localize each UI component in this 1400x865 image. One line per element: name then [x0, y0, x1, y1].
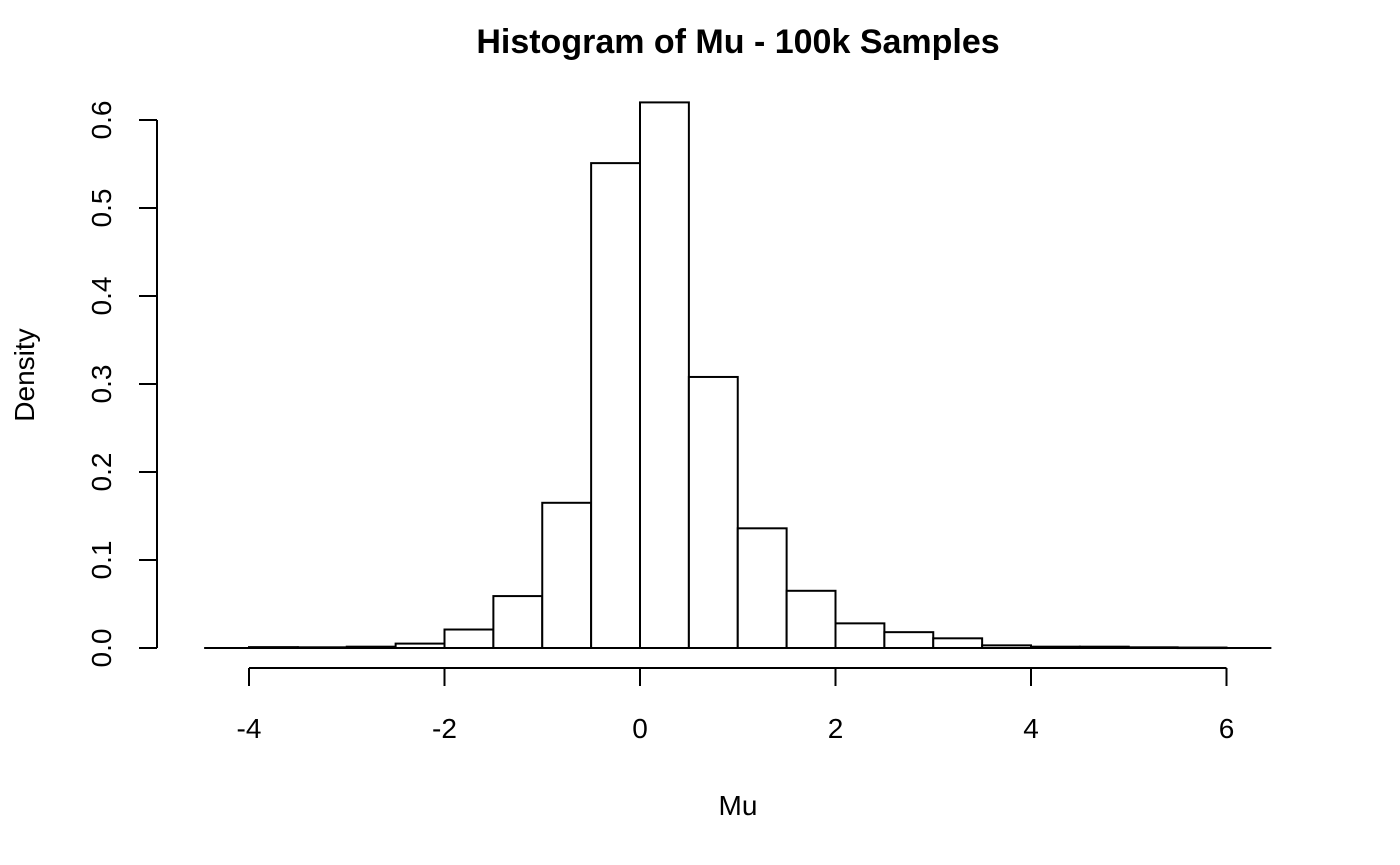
x-tick-label: 6 [1219, 713, 1235, 744]
histogram-bar [296, 646, 348, 650]
y-tick-label: 0.4 [86, 277, 117, 316]
histogram-bar [687, 375, 739, 649]
y-tick-label: 0.6 [86, 101, 117, 140]
histogram-bar [639, 101, 690, 649]
histogram-bar [736, 527, 788, 650]
histogram-bar [248, 646, 299, 649]
histogram-bar [590, 162, 641, 649]
y-tick-label: 0.0 [86, 629, 117, 668]
histogram-bar [1030, 645, 1081, 649]
x-tick-label: -4 [237, 713, 262, 744]
histogram-bar [541, 501, 593, 649]
histogram-bar [492, 595, 544, 650]
x-tick-label: 0 [632, 713, 648, 744]
bars-layer [204, 101, 1272, 650]
histogram-bar [443, 628, 495, 650]
y-axis-label: Density [9, 328, 40, 421]
y-tick-label: 0.5 [86, 189, 117, 228]
histogram-bar [394, 642, 446, 649]
chart-title: Histogram of Mu - 100k Samples [476, 23, 999, 61]
x-tick-label: 4 [1023, 713, 1039, 744]
y-tick-label: 0.3 [86, 365, 117, 404]
histogram-bar [834, 622, 886, 649]
x-axis-label: Mu [719, 790, 758, 821]
histogram-bar [932, 637, 984, 650]
y-axis: 0.0 0.1 0.2 0.3 0.4 0.5 0.6 [86, 101, 158, 668]
x-axis: -4 -2 0 2 4 6 [237, 667, 1235, 744]
histogram-bar [1176, 646, 1228, 650]
x-tick-label: 2 [828, 713, 844, 744]
histogram-bar [345, 645, 397, 649]
x-tick-label: -2 [432, 713, 457, 744]
histogram-bar [883, 631, 935, 649]
histogram-bar [1127, 646, 1179, 650]
y-tick-label: 0.2 [86, 453, 117, 492]
histogram-bar [981, 644, 1032, 649]
histogram-bar [1078, 645, 1130, 649]
y-tick-label: 0.1 [86, 541, 117, 580]
histogram-bar [785, 589, 837, 649]
